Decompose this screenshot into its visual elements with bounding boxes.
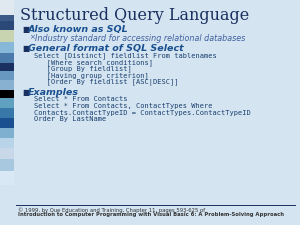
Text: [Group By fieldlist]: [Group By fieldlist] — [34, 66, 132, 72]
Text: [Order By fieldlist [ASC|DESC]]: [Order By fieldlist [ASC|DESC]] — [34, 79, 178, 86]
Bar — [0, 90, 14, 98]
Bar — [0, 0, 14, 15]
Text: Introduction to Computer Programming with Visual Basic 6: A Problem-Solving Appr: Introduction to Computer Programming wit… — [18, 212, 284, 217]
Text: Contacts.ContactTypeID = ContactTypes.ContactTypeID: Contacts.ContactTypeID = ContactTypes.Co… — [34, 110, 251, 116]
Bar — [0, 21, 14, 30]
Text: Select * From Contacts, ContactTypes Where: Select * From Contacts, ContactTypes Whe… — [34, 103, 212, 109]
Text: ■: ■ — [22, 25, 29, 34]
Text: ×: × — [29, 34, 35, 40]
Text: ■: ■ — [22, 44, 29, 53]
Text: Industry standard for accessing relational databases: Industry standard for accessing relation… — [35, 34, 245, 43]
Bar — [0, 12, 14, 21]
Text: ■: ■ — [22, 88, 29, 97]
Bar — [0, 63, 14, 71]
Bar — [0, 148, 14, 159]
Bar — [0, 0, 14, 12]
Text: © 1999, by Que Education and Training, Chapter 11, pages 593-625 of: © 1999, by Que Education and Training, C… — [18, 207, 205, 213]
Text: [Having group criterion]: [Having group criterion] — [34, 72, 149, 79]
Bar — [0, 71, 14, 80]
Bar — [0, 53, 14, 63]
Bar — [0, 30, 14, 42]
Bar — [0, 138, 14, 148]
Bar — [0, 80, 14, 90]
Text: Examples: Examples — [28, 88, 79, 97]
Text: [Where search conditions]: [Where search conditions] — [34, 59, 153, 65]
Text: General format of SQL Select: General format of SQL Select — [28, 44, 184, 53]
Bar — [0, 108, 14, 118]
Text: Order By LastName: Order By LastName — [34, 116, 106, 122]
Text: Also known as SQL: Also known as SQL — [28, 25, 129, 34]
Bar — [0, 128, 14, 138]
Bar — [0, 42, 14, 53]
Bar — [0, 171, 14, 185]
Bar — [0, 159, 14, 171]
Text: Select * From Contacts: Select * From Contacts — [34, 96, 128, 102]
Text: Structured Query Language: Structured Query Language — [20, 7, 249, 24]
Text: Select [Distinct] fieldlist From tablenames: Select [Distinct] fieldlist From tablena… — [34, 52, 217, 59]
Bar — [0, 118, 14, 128]
Bar — [0, 98, 14, 108]
